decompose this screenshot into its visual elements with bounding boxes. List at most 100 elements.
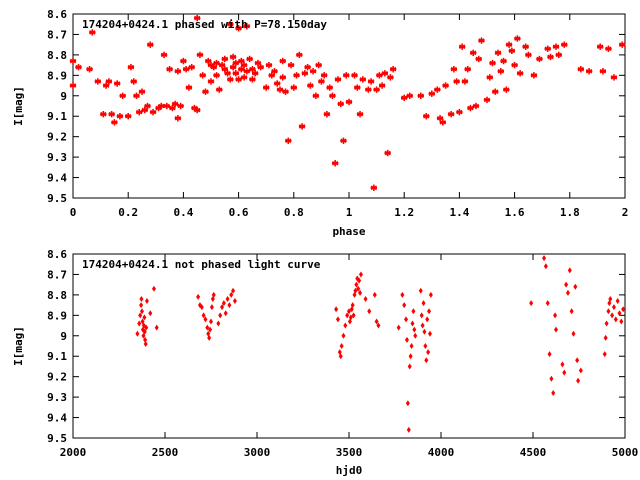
y-axis-title: I[mag] xyxy=(12,86,25,126)
data-point xyxy=(69,82,77,89)
data-point xyxy=(404,336,409,343)
plot-frame xyxy=(72,13,626,199)
data-point xyxy=(334,306,339,313)
data-point xyxy=(240,74,248,81)
data-point xyxy=(142,314,147,321)
data-point xyxy=(525,51,532,59)
y-axis-title: I[mag] xyxy=(12,326,25,366)
data-point xyxy=(428,291,433,298)
data-point xyxy=(218,61,226,69)
data-point xyxy=(182,66,190,73)
data-point xyxy=(384,149,391,157)
data-point xyxy=(138,88,146,95)
x-tick-label: 2000 xyxy=(60,446,87,459)
data-point xyxy=(298,123,306,130)
data-point xyxy=(102,82,110,89)
data-point xyxy=(610,74,618,81)
y-tick-label: 9.1 xyxy=(47,350,67,363)
data-point xyxy=(141,106,148,114)
data-point xyxy=(348,314,353,321)
data-point xyxy=(381,70,389,77)
data-point xyxy=(238,57,245,65)
data-point xyxy=(413,332,418,339)
data-point xyxy=(119,92,126,99)
y-tick-label: 9 xyxy=(60,330,67,343)
data-point xyxy=(555,51,562,59)
data-point xyxy=(202,88,209,95)
data-point xyxy=(144,298,149,305)
data-point xyxy=(225,295,230,302)
data-point xyxy=(419,312,424,319)
data-point xyxy=(279,57,286,65)
data-point xyxy=(232,70,240,77)
data-point xyxy=(227,21,234,28)
data-point xyxy=(274,80,281,87)
data-point xyxy=(229,63,237,71)
data-point xyxy=(577,66,585,73)
data-point xyxy=(456,108,463,116)
y-tick-label: 8.8 xyxy=(47,289,67,302)
data-point xyxy=(536,55,543,63)
data-point xyxy=(337,100,344,108)
data-point xyxy=(494,49,502,57)
data-point xyxy=(338,353,343,360)
data-point xyxy=(208,326,213,333)
data-point xyxy=(105,78,113,85)
y-tick-label: 8.6 xyxy=(47,248,67,261)
y-tick-label: 9.3 xyxy=(47,151,67,164)
data-point xyxy=(500,57,507,65)
data-point xyxy=(144,324,149,331)
data-point xyxy=(343,72,350,79)
data-point xyxy=(497,68,504,75)
data-point xyxy=(75,63,82,71)
plot-title: 174204+0424.1 phased with P=78.150day xyxy=(82,18,327,31)
data-point xyxy=(279,74,286,81)
data-point xyxy=(235,25,242,32)
x-tick-label: 2 xyxy=(622,206,629,219)
x-tick-label: 0.4 xyxy=(173,206,193,219)
data-point xyxy=(290,84,297,91)
data-point xyxy=(351,72,358,79)
data-point xyxy=(356,110,364,118)
data-point xyxy=(621,306,626,313)
data-point xyxy=(363,295,368,302)
data-point xyxy=(140,318,145,325)
data-point xyxy=(472,102,480,110)
data-point xyxy=(613,316,618,323)
data-point xyxy=(265,61,273,69)
data-point xyxy=(227,302,232,309)
x-tick-label: 4000 xyxy=(428,446,455,459)
data-point xyxy=(475,55,482,63)
data-point xyxy=(116,113,124,120)
data-point xyxy=(223,310,228,317)
x-axis-title: hjd0 xyxy=(336,464,363,477)
data-point xyxy=(602,351,607,358)
data-point xyxy=(139,295,144,302)
data-point xyxy=(396,324,401,331)
data-point xyxy=(358,271,363,278)
data-point xyxy=(251,70,259,77)
unphased-light-curve-panel: 2000 2500 3000 3500 4000 4500 5000 8.6 8.7 8.8 8.9… xyxy=(12,248,638,477)
x-tick-label: 4500 xyxy=(520,446,547,459)
data-point xyxy=(213,72,220,79)
x-axis-title: phase xyxy=(332,225,365,238)
data-point xyxy=(356,285,361,292)
data-point xyxy=(158,102,165,110)
data-point xyxy=(169,104,176,112)
data-point xyxy=(207,78,215,85)
data-point xyxy=(406,92,413,99)
data-point xyxy=(320,72,328,79)
data-point xyxy=(220,304,225,311)
data-point xyxy=(442,82,449,89)
data-point xyxy=(529,300,534,307)
data-point xyxy=(483,96,491,104)
data-point xyxy=(345,98,353,106)
data-point xyxy=(268,72,275,79)
plot-frame xyxy=(72,253,626,439)
data-point xyxy=(353,287,358,294)
data-point xyxy=(400,291,405,298)
data-point xyxy=(108,110,115,118)
data-point xyxy=(137,320,142,327)
data-point xyxy=(141,332,146,339)
